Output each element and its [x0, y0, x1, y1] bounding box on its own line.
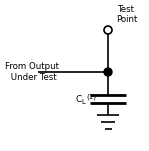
Circle shape: [104, 68, 112, 76]
Text: L: L: [82, 98, 85, 104]
Text: (1): (1): [86, 93, 96, 100]
Text: Test
Point: Test Point: [116, 5, 137, 24]
Text: From Output
 Under Test: From Output Under Test: [5, 62, 59, 82]
Text: C: C: [76, 95, 82, 103]
